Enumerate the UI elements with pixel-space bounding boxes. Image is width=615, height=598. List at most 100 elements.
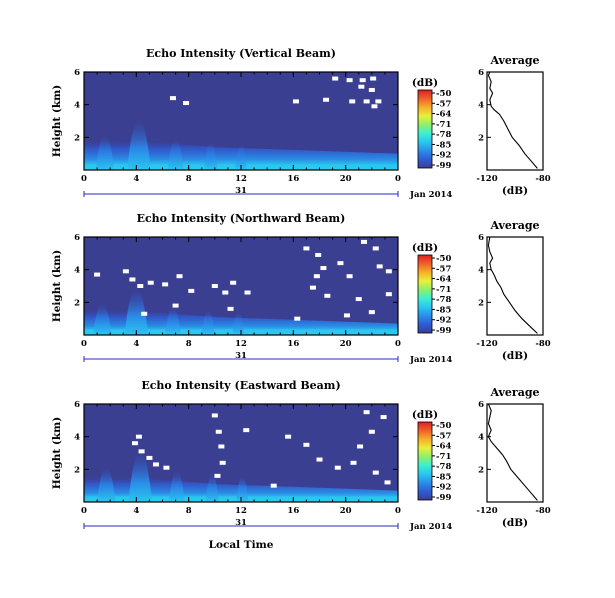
missing-data-patch <box>320 266 327 271</box>
avg-x-tick-label: -120 <box>476 174 497 184</box>
missing-data-patch <box>357 444 364 449</box>
y-tick-label: 6 <box>74 233 80 243</box>
missing-data-patch <box>214 473 221 478</box>
convective-plume <box>128 453 153 502</box>
missing-data-patch <box>147 280 154 285</box>
colorbar-tick-label: -78 <box>436 295 451 305</box>
missing-data-patch <box>346 274 353 279</box>
heatmap-panel-3: Echo Intensity (Eastward Beam) 0 4 8 12 16 20 0… <box>51 379 551 532</box>
missing-data-patch <box>372 470 379 475</box>
colorbar-tick-label: -64 <box>436 110 451 120</box>
missing-data-patch <box>380 415 387 420</box>
y-tick-label: 6 <box>74 400 80 410</box>
missing-data-patch <box>176 274 183 279</box>
missing-data-patch <box>243 428 250 433</box>
convective-plume <box>236 475 249 502</box>
colorbar-tick-label: -57 <box>436 99 451 109</box>
x-tick-label: 4 <box>133 339 139 349</box>
missing-data-patch <box>385 269 392 274</box>
avg-x-tick-label: -80 <box>535 339 550 349</box>
avg-x-tick-label: -80 <box>535 506 550 516</box>
missing-data-patch <box>363 99 370 104</box>
y-tick-label: 4 <box>74 101 80 111</box>
x-tick-label: 20 <box>340 506 352 516</box>
missing-data-patch <box>346 78 353 83</box>
missing-data-patch <box>334 465 341 470</box>
colorbar-tick-label: -92 <box>436 151 451 161</box>
missing-data-patch <box>323 97 330 102</box>
missing-data-patch <box>162 282 169 287</box>
convective-plume <box>201 310 215 335</box>
y-axis-label: Height (km) <box>51 417 63 489</box>
missing-data-patch <box>360 239 367 244</box>
missing-data-patch <box>294 316 301 321</box>
missing-data-patch <box>163 465 170 470</box>
colorbar-tick-label: -85 <box>436 472 451 482</box>
missing-data-patch <box>375 99 382 104</box>
avg-x-tick-label: -80 <box>535 174 550 184</box>
missing-data-patch <box>372 246 379 251</box>
missing-data-patch <box>169 96 176 101</box>
avg-y-tick-label: 2 <box>478 298 484 308</box>
x-tick-label: 16 <box>287 506 299 516</box>
y-axis-label: Height (km) <box>51 250 63 322</box>
missing-data-patch <box>219 460 226 465</box>
average-profile-line <box>487 71 538 169</box>
avg-y-tick-label: 4 <box>478 433 484 443</box>
missing-data-patch <box>376 264 383 269</box>
avg-y-tick-label: 4 <box>478 266 484 276</box>
missing-data-patch <box>222 290 229 295</box>
missing-data-patch <box>337 261 344 266</box>
missing-data-patch <box>343 313 350 318</box>
colorbar-tick-label: -78 <box>436 462 451 472</box>
missing-data-patch <box>183 101 190 106</box>
missing-data-patch <box>332 76 339 81</box>
x-tick-label: 0 <box>395 506 401 516</box>
colorbar-unit: (dB) <box>412 409 438 421</box>
x-tick-label: 8 <box>186 174 192 184</box>
convective-plume <box>124 289 149 335</box>
colorbar-tick-label: -71 <box>436 120 451 130</box>
missing-data-patch <box>135 434 142 439</box>
missing-data-patch <box>349 99 356 104</box>
y-tick-label: 6 <box>74 68 80 78</box>
average-profile-panel-2: Average 2 4 6 -120 -80 (dB) <box>476 219 550 362</box>
missing-data-patch <box>138 449 145 454</box>
missing-data-patch <box>211 413 218 418</box>
date-label: Jan 2014 <box>409 522 452 532</box>
missing-data-patch <box>368 310 375 315</box>
x-tick-label: 12 <box>235 339 247 349</box>
y-tick-label: 2 <box>74 133 80 143</box>
missing-data-patch <box>122 269 129 274</box>
heatmap-panel-1: Echo Intensity (Vertical Beam) 0 4 8 12 16 20 0… <box>51 47 551 200</box>
missing-data-patch <box>146 455 153 460</box>
date-label: Jan 2014 <box>409 355 452 365</box>
y-tick-label: 2 <box>74 465 80 475</box>
missing-data-patch <box>137 284 144 288</box>
average-title: Average <box>489 219 539 232</box>
x-tick-label: 8 <box>186 506 192 516</box>
missing-data-patch <box>94 272 101 277</box>
avg-y-tick-label: 6 <box>478 68 484 78</box>
panel-title: Echo Intensity (Eastward Beam) <box>141 379 340 392</box>
avg-y-tick-label: 4 <box>478 101 484 111</box>
colorbar-tick-label: -78 <box>436 130 451 140</box>
x-tick-label: 0 <box>395 339 401 349</box>
convective-plume <box>167 138 184 170</box>
x-tick-label: 8 <box>186 339 192 349</box>
convective-plume <box>127 121 151 170</box>
missing-data-patch <box>313 274 320 279</box>
avg-y-tick-label: 6 <box>478 233 484 243</box>
avg-y-tick-label: 2 <box>478 133 484 143</box>
convective-plume <box>165 307 181 335</box>
average-frame <box>486 71 544 171</box>
missing-data-patch <box>129 277 136 282</box>
missing-data-patch <box>227 306 234 311</box>
convective-plume <box>232 312 245 335</box>
colorbar-tick-label: -85 <box>436 305 451 315</box>
missing-data-patch <box>363 410 370 415</box>
colorbar-tick-label: -64 <box>436 275 451 285</box>
panel-title: Echo Intensity (Vertical Beam) <box>146 47 336 60</box>
missing-data-patch <box>270 483 277 488</box>
